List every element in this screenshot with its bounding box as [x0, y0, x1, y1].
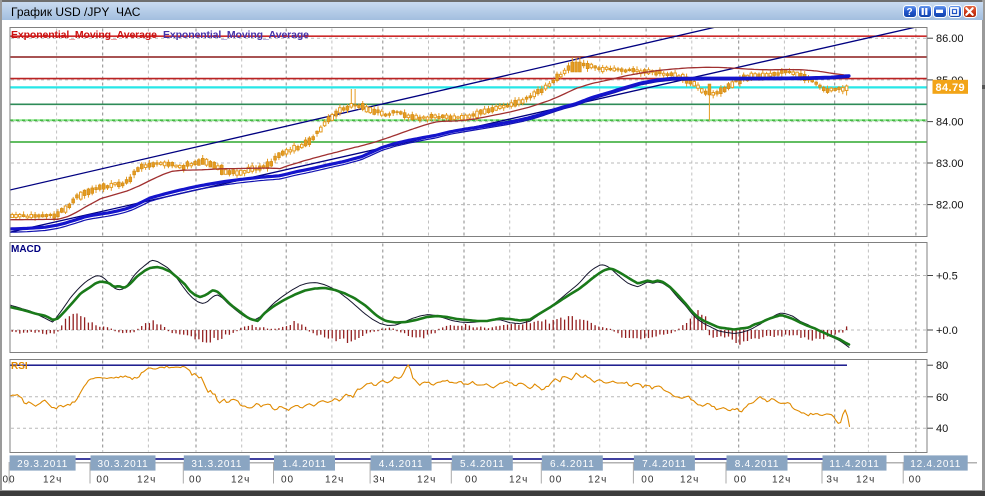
svg-text:84.00: 84.00: [936, 117, 964, 129]
svg-text:12ч: 12ч: [325, 475, 344, 486]
svg-text:1.4.2011: 1.4.2011: [282, 459, 327, 470]
svg-text:40: 40: [936, 423, 948, 435]
svg-text:3ч: 3ч: [826, 475, 839, 486]
svg-text:MACD: MACD: [11, 244, 41, 255]
svg-text:83.00: 83.00: [936, 158, 964, 170]
svg-text:00: 00: [3, 475, 16, 486]
svg-text:RSI: RSI: [11, 361, 28, 372]
svg-text:00: 00: [281, 475, 294, 486]
svg-text:6.4.2011: 6.4.2011: [550, 459, 595, 470]
svg-text:00: 00: [465, 475, 478, 486]
svg-text:00: 00: [189, 475, 202, 486]
svg-text:86.00: 86.00: [936, 33, 964, 45]
svg-text:29.3.2011: 29.3.2011: [17, 459, 68, 470]
svg-text:+0.0: +0.0: [936, 325, 958, 337]
svg-text:Exponential_Moving_Average: Exponential_Moving_Average: [163, 29, 309, 41]
svg-text:3ч: 3ч: [373, 475, 386, 486]
svg-text:31.3.2011: 31.3.2011: [191, 459, 242, 470]
svg-text:Exponential_Moving_Average: Exponential_Moving_Average: [11, 29, 157, 41]
svg-text:60: 60: [936, 392, 948, 404]
svg-text:7.4.2011: 7.4.2011: [642, 459, 687, 470]
svg-text:12ч: 12ч: [588, 475, 607, 486]
svg-text:12ч: 12ч: [856, 475, 875, 486]
svg-text:12ч: 12ч: [43, 475, 62, 486]
svg-text:00: 00: [909, 475, 922, 486]
svg-text:30.3.2011: 30.3.2011: [98, 459, 149, 470]
svg-text:80: 80: [936, 360, 948, 372]
svg-text:12.4.2011: 12.4.2011: [910, 459, 961, 470]
svg-text:?: ?: [907, 7, 913, 17]
svg-text:4.4.2011: 4.4.2011: [379, 459, 424, 470]
svg-text:00: 00: [734, 475, 747, 486]
svg-text:82.00: 82.00: [936, 200, 964, 212]
svg-text:12ч: 12ч: [231, 475, 250, 486]
svg-text:12ч: 12ч: [509, 475, 528, 486]
svg-text:12ч: 12ч: [137, 475, 156, 486]
svg-text:84.79: 84.79: [936, 82, 966, 94]
svg-text:12ч: 12ч: [680, 475, 699, 486]
svg-text:00: 00: [641, 475, 654, 486]
svg-text:5.4.2011: 5.4.2011: [460, 459, 505, 470]
svg-text:00: 00: [549, 475, 562, 486]
svg-text:00: 00: [96, 475, 109, 486]
svg-text:12ч: 12ч: [417, 475, 436, 486]
svg-text:+0.5: +0.5: [936, 271, 958, 283]
svg-text:11.4.2011: 11.4.2011: [829, 459, 879, 470]
svg-text:12ч: 12ч: [772, 475, 791, 486]
svg-text:8.4.2011: 8.4.2011: [735, 459, 780, 470]
